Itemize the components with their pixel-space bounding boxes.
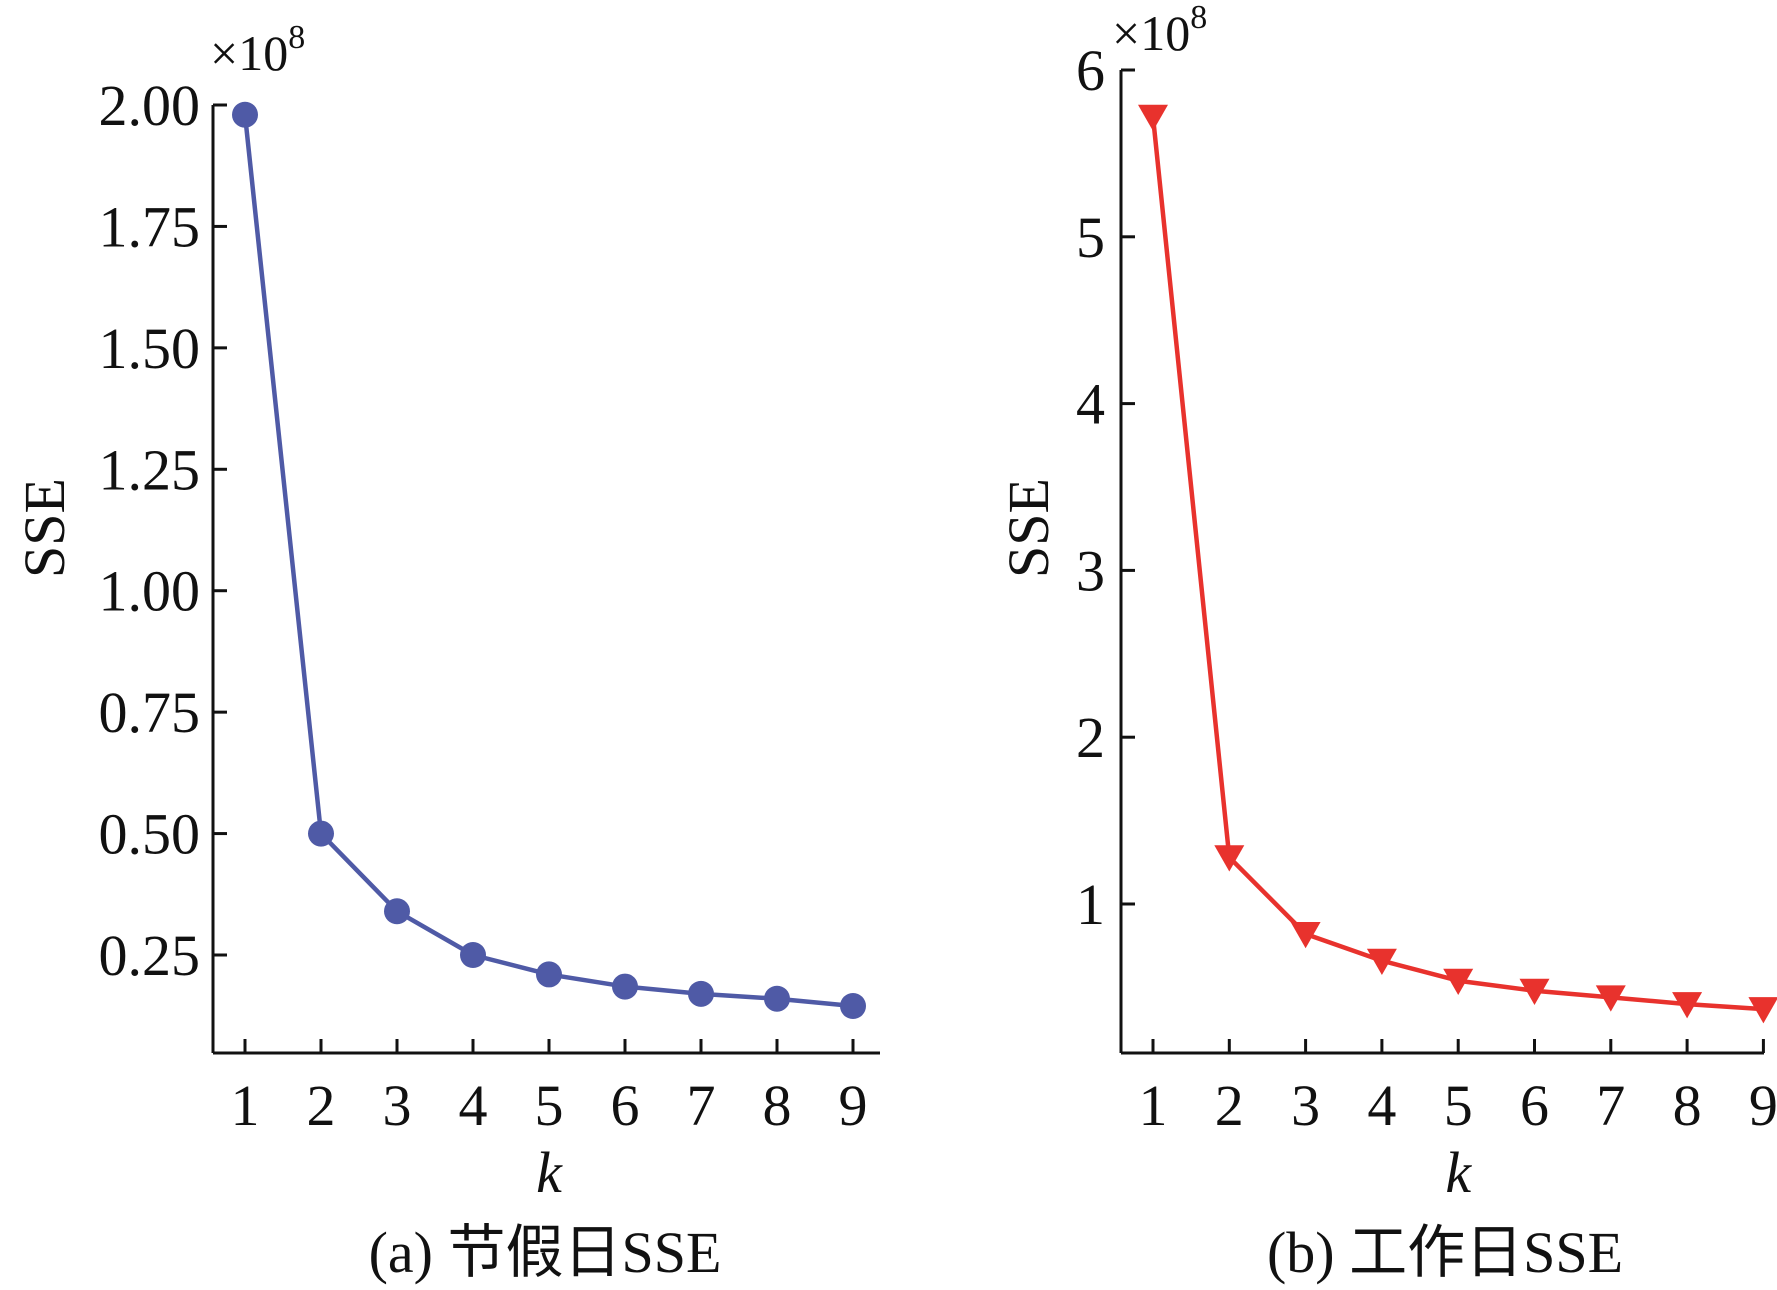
chart-caption: (b) 工作日SSE (1267, 1220, 1623, 1285)
y-tick-label: 4 (1076, 372, 1105, 437)
y-axis-label: SSE (996, 478, 1061, 578)
x-tick-label: 7 (687, 1073, 716, 1138)
data-point (1595, 985, 1626, 1012)
y-tick-label: 1 (1076, 872, 1105, 937)
data-point (1214, 845, 1245, 872)
data-point (1366, 948, 1397, 975)
y-tick-label: 2 (1076, 705, 1105, 770)
data-point (1290, 922, 1321, 949)
data-point (612, 973, 638, 1000)
x-tick-label: 7 (1596, 1073, 1625, 1138)
x-tick-label: 3 (383, 1073, 412, 1138)
y-tick-label: 1.75 (99, 194, 201, 259)
data-point (232, 101, 258, 128)
series-line (242, 114, 854, 1009)
x-tick-label: 4 (459, 1073, 488, 1138)
x-tick-label: 1 (1139, 1073, 1168, 1138)
y-axis-label: SSE (12, 478, 77, 578)
y-axis-multiplier: ×108 (1112, 0, 1207, 61)
data-point (688, 980, 714, 1007)
x-tick-label: 8 (1673, 1073, 1702, 1138)
x-tick-label: 5 (535, 1073, 564, 1138)
data-point (1519, 978, 1550, 1005)
data-point (536, 961, 562, 988)
y-tick-label: 1.00 (99, 559, 201, 624)
x-axis-label: k (1445, 1140, 1472, 1205)
data-point (1748, 997, 1777, 1024)
y-tick-label: 0.75 (99, 680, 201, 745)
data-point (308, 820, 334, 847)
data-point (384, 898, 410, 925)
y-axis-multiplier: ×108 (210, 19, 305, 81)
chart-caption: (a) 节假日SSE (369, 1220, 722, 1285)
data-point (840, 993, 866, 1019)
data-point (764, 985, 790, 1012)
data-point (1138, 104, 1168, 131)
x-tick-label: 3 (1291, 1073, 1320, 1138)
data-point (1443, 968, 1474, 995)
y-tick-label: 2.00 (99, 73, 201, 138)
y-tick-label: 1.25 (99, 437, 201, 502)
x-axis-label: k (536, 1140, 563, 1205)
y-tick-label: 1.50 (99, 316, 201, 381)
x-tick-label: 5 (1444, 1073, 1473, 1138)
x-tick-label: 6 (611, 1073, 640, 1138)
y-tick-label: 0.50 (99, 802, 201, 867)
y-tick-label: 5 (1076, 205, 1105, 270)
x-tick-label: 2 (1215, 1073, 1244, 1138)
y-tick-label: 3 (1076, 538, 1105, 603)
x-tick-label: 2 (307, 1073, 336, 1138)
y-tick-label: 6 (1076, 38, 1105, 103)
x-tick-label: 9 (839, 1073, 868, 1138)
x-tick-label: 9 (1749, 1073, 1777, 1138)
data-point (460, 942, 486, 968)
x-tick-label: 8 (763, 1073, 792, 1138)
x-tick-label: 4 (1367, 1073, 1396, 1138)
x-tick-label: 6 (1520, 1073, 1549, 1138)
chart-panel-holiday-sse: 0.25 0.50 0.75 1.00 1.25 1.50 1.75 2.00 1 2 3 4 5 6 7 8… (12, 19, 880, 1285)
y-tick-label: 0.25 (99, 923, 201, 988)
data-point (1672, 992, 1703, 1019)
x-tick-label: 1 (231, 1073, 260, 1138)
series-line (1150, 116, 1764, 1012)
